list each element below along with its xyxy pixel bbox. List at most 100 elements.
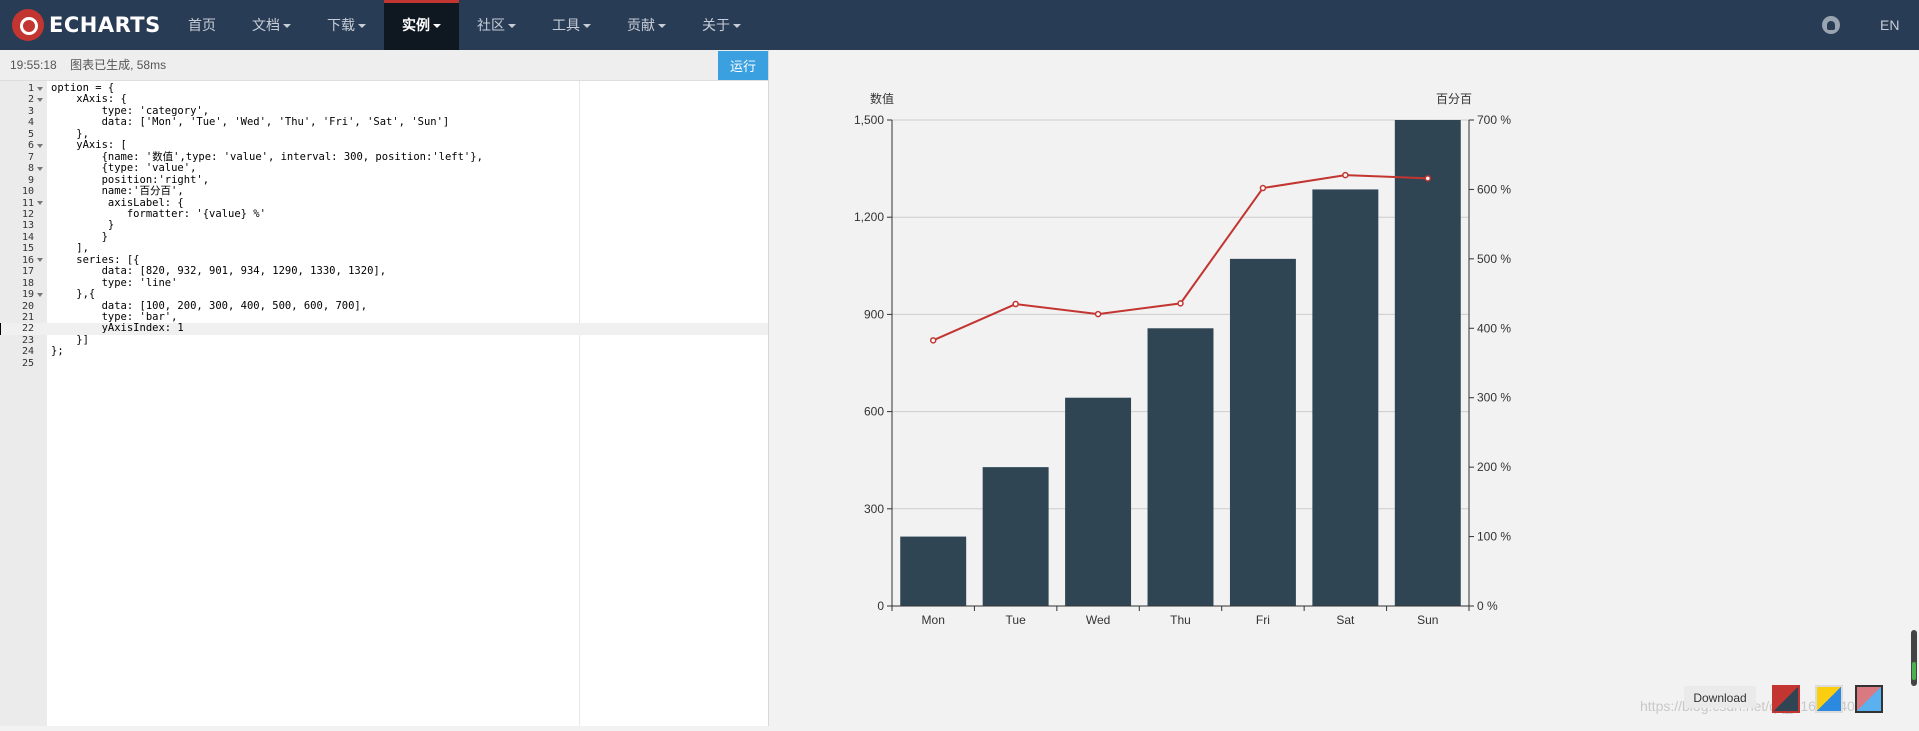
x-tick-label: Mon xyxy=(922,613,945,627)
code-line[interactable]: 5 }, xyxy=(0,127,768,140)
fold-toggle-icon[interactable] xyxy=(37,98,43,103)
y-right-tick-label: 400 % xyxy=(1477,321,1511,335)
code-line[interactable]: 13 } xyxy=(0,219,768,231)
github-icon[interactable] xyxy=(1822,16,1840,34)
nav-item-7[interactable]: 关于 xyxy=(684,0,759,50)
y-right-tick-label: 500 % xyxy=(1477,252,1511,266)
echarts-logo[interactable]: ECHARTS xyxy=(12,9,161,41)
panel-divider[interactable] xyxy=(768,50,769,726)
line-point xyxy=(1094,310,1102,318)
nav-item-3[interactable]: 实例 xyxy=(384,0,459,50)
line-number: 25 xyxy=(21,357,34,369)
code-text: ], xyxy=(51,242,89,255)
code-text: data: ['Mon', 'Tue', 'Wed', 'Thu', 'Fri'… xyxy=(51,116,450,129)
fold-toggle-icon[interactable] xyxy=(37,143,43,148)
top-navbar: ECHARTS 首页 文档 下载 实例 社区 工具 贡献 关于 EN xyxy=(0,0,1919,50)
x-tick-label: Thu xyxy=(1170,613,1191,627)
y-right-tick-label: 600 % xyxy=(1477,182,1511,196)
nav-item-5[interactable]: 工具 xyxy=(534,0,609,50)
line-number: 14 xyxy=(21,231,34,243)
fold-toggle-icon[interactable] xyxy=(37,258,43,263)
code-line[interactable]: 10 name:'百分百', xyxy=(0,185,768,198)
logo-text: ECHARTS xyxy=(49,13,161,37)
y-right-tick-label: 100 % xyxy=(1477,530,1511,544)
bar xyxy=(900,536,967,606)
line-number: 11 xyxy=(21,197,34,209)
scrollbar-thumb[interactable] xyxy=(1911,630,1917,686)
nav-item-6[interactable]: 贡献 xyxy=(609,0,684,50)
code-line[interactable]: 1 option = { xyxy=(0,82,768,94)
line-number: 23 xyxy=(21,334,34,346)
code-line[interactable]: 3 type: 'category', xyxy=(0,104,768,117)
nav-item-4[interactable]: 社区 xyxy=(459,0,534,50)
code-line[interactable]: 8 {type: 'value', xyxy=(0,162,768,174)
status-text: 19:55:18 图表已生成, 58ms xyxy=(10,50,166,80)
code-text: data: [820, 932, 901, 934, 1290, 1330, 1… xyxy=(51,265,387,278)
y-tick-label: 1,200 xyxy=(854,210,884,224)
code-panel: 19:55:18 图表已生成, 58ms 运行 1 option = {2 xAx… xyxy=(0,50,768,726)
line-point xyxy=(1012,300,1019,308)
code-line[interactable]: 19 },{ xyxy=(0,288,768,300)
y-right-tick-label: 200 % xyxy=(1477,460,1511,474)
code-line[interactable]: 12 formatter: '{value} %' xyxy=(0,208,768,220)
code-line[interactable]: 22 yAxisIndex: 1 xyxy=(0,322,768,336)
x-tick-label: Tue xyxy=(1006,613,1027,627)
code-text: type: 'line' xyxy=(51,276,178,289)
fold-toggle-icon[interactable] xyxy=(37,292,43,297)
y-tick-label: 600 xyxy=(864,405,884,419)
code-line[interactable]: 17 data: [820, 932, 901, 934, 1290, 1330… xyxy=(0,265,768,278)
line-number: 21 xyxy=(21,312,34,323)
fold-toggle-icon[interactable] xyxy=(37,166,43,171)
chart-panel: 0 300 600 900 1,200 1,500 0 % 100 % 200 % 300 % 40… xyxy=(769,50,1919,726)
line-number: 20 xyxy=(21,300,34,312)
default-theme-button[interactable] xyxy=(1772,685,1800,713)
run-button[interactable]: 运行 xyxy=(718,51,768,80)
code-line[interactable]: 25 xyxy=(0,358,768,369)
line-number: 1 xyxy=(27,83,34,94)
status-time: 19:55:18 xyxy=(10,58,57,72)
line-number-gutter xyxy=(0,81,47,726)
code-text: {name: '数值',type: 'value', interval: 300… xyxy=(51,150,483,163)
line-number: 2 xyxy=(27,94,34,106)
y-tick-label: 900 xyxy=(864,307,884,321)
nav-item-0[interactable]: 首页 xyxy=(170,0,234,50)
code-line[interactable]: 24}; xyxy=(0,345,768,357)
code-text: yAxisIndex: 1 xyxy=(51,322,184,335)
scrollbar-indicator xyxy=(1912,662,1916,680)
light-theme-button[interactable] xyxy=(1815,685,1843,713)
code-line[interactable]: 18 type: 'line' xyxy=(0,276,768,289)
code-line[interactable]: 15 ], xyxy=(0,242,768,255)
code-line[interactable]: 14 } xyxy=(0,231,768,243)
code-line[interactable]: 11 axisLabel: { xyxy=(0,197,768,209)
nav-item-1[interactable]: 文档 xyxy=(234,0,309,50)
code-line[interactable]: 4 data: ['Mon', 'Tue', 'Wed', 'Thu', 'Fr… xyxy=(0,116,768,129)
nav-item-2[interactable]: 下载 xyxy=(309,0,384,50)
code-line[interactable]: 21 type: 'bar', xyxy=(0,311,768,323)
code-text: type: 'category', xyxy=(51,104,210,117)
status-message: 图表已生成, 58ms xyxy=(70,58,167,72)
code-line[interactable]: 20 data: [100, 200, 300, 400, 500, 600, … xyxy=(0,300,768,312)
code-text: option = { xyxy=(51,82,115,94)
code-line[interactable]: 16 series: [{ xyxy=(0,254,768,266)
code-line[interactable]: 7 {name: '数值',type: 'value', interval: 3… xyxy=(0,150,768,163)
code-line[interactable]: 23 }] xyxy=(0,334,768,346)
code-line[interactable]: 9 position:'right', xyxy=(0,174,768,186)
fold-toggle-icon[interactable] xyxy=(37,86,43,91)
line-number: 17 xyxy=(21,266,34,278)
line-point xyxy=(1177,300,1184,307)
y-right-tick-label: 700 % xyxy=(1477,113,1511,127)
code-text: yAxis: [ xyxy=(51,139,127,152)
dark-theme-button[interactable] xyxy=(1855,685,1883,713)
line-number: 5 xyxy=(27,128,34,140)
code-line[interactable]: 2 xAxis: { xyxy=(0,93,768,106)
nav-item-label: 下载 xyxy=(327,17,355,33)
code-line[interactable]: 6 yAxis: [ xyxy=(0,139,768,152)
code-text: }, xyxy=(51,127,89,140)
language-switch[interactable]: EN xyxy=(1880,17,1900,33)
code-editor[interactable] xyxy=(47,81,768,726)
code-text: name:'百分百', xyxy=(51,185,184,198)
fold-toggle-icon[interactable] xyxy=(37,201,43,206)
text-cursor xyxy=(0,323,1,336)
echarts-logo-icon xyxy=(12,9,44,41)
download-button[interactable]: Download xyxy=(1684,686,1756,708)
